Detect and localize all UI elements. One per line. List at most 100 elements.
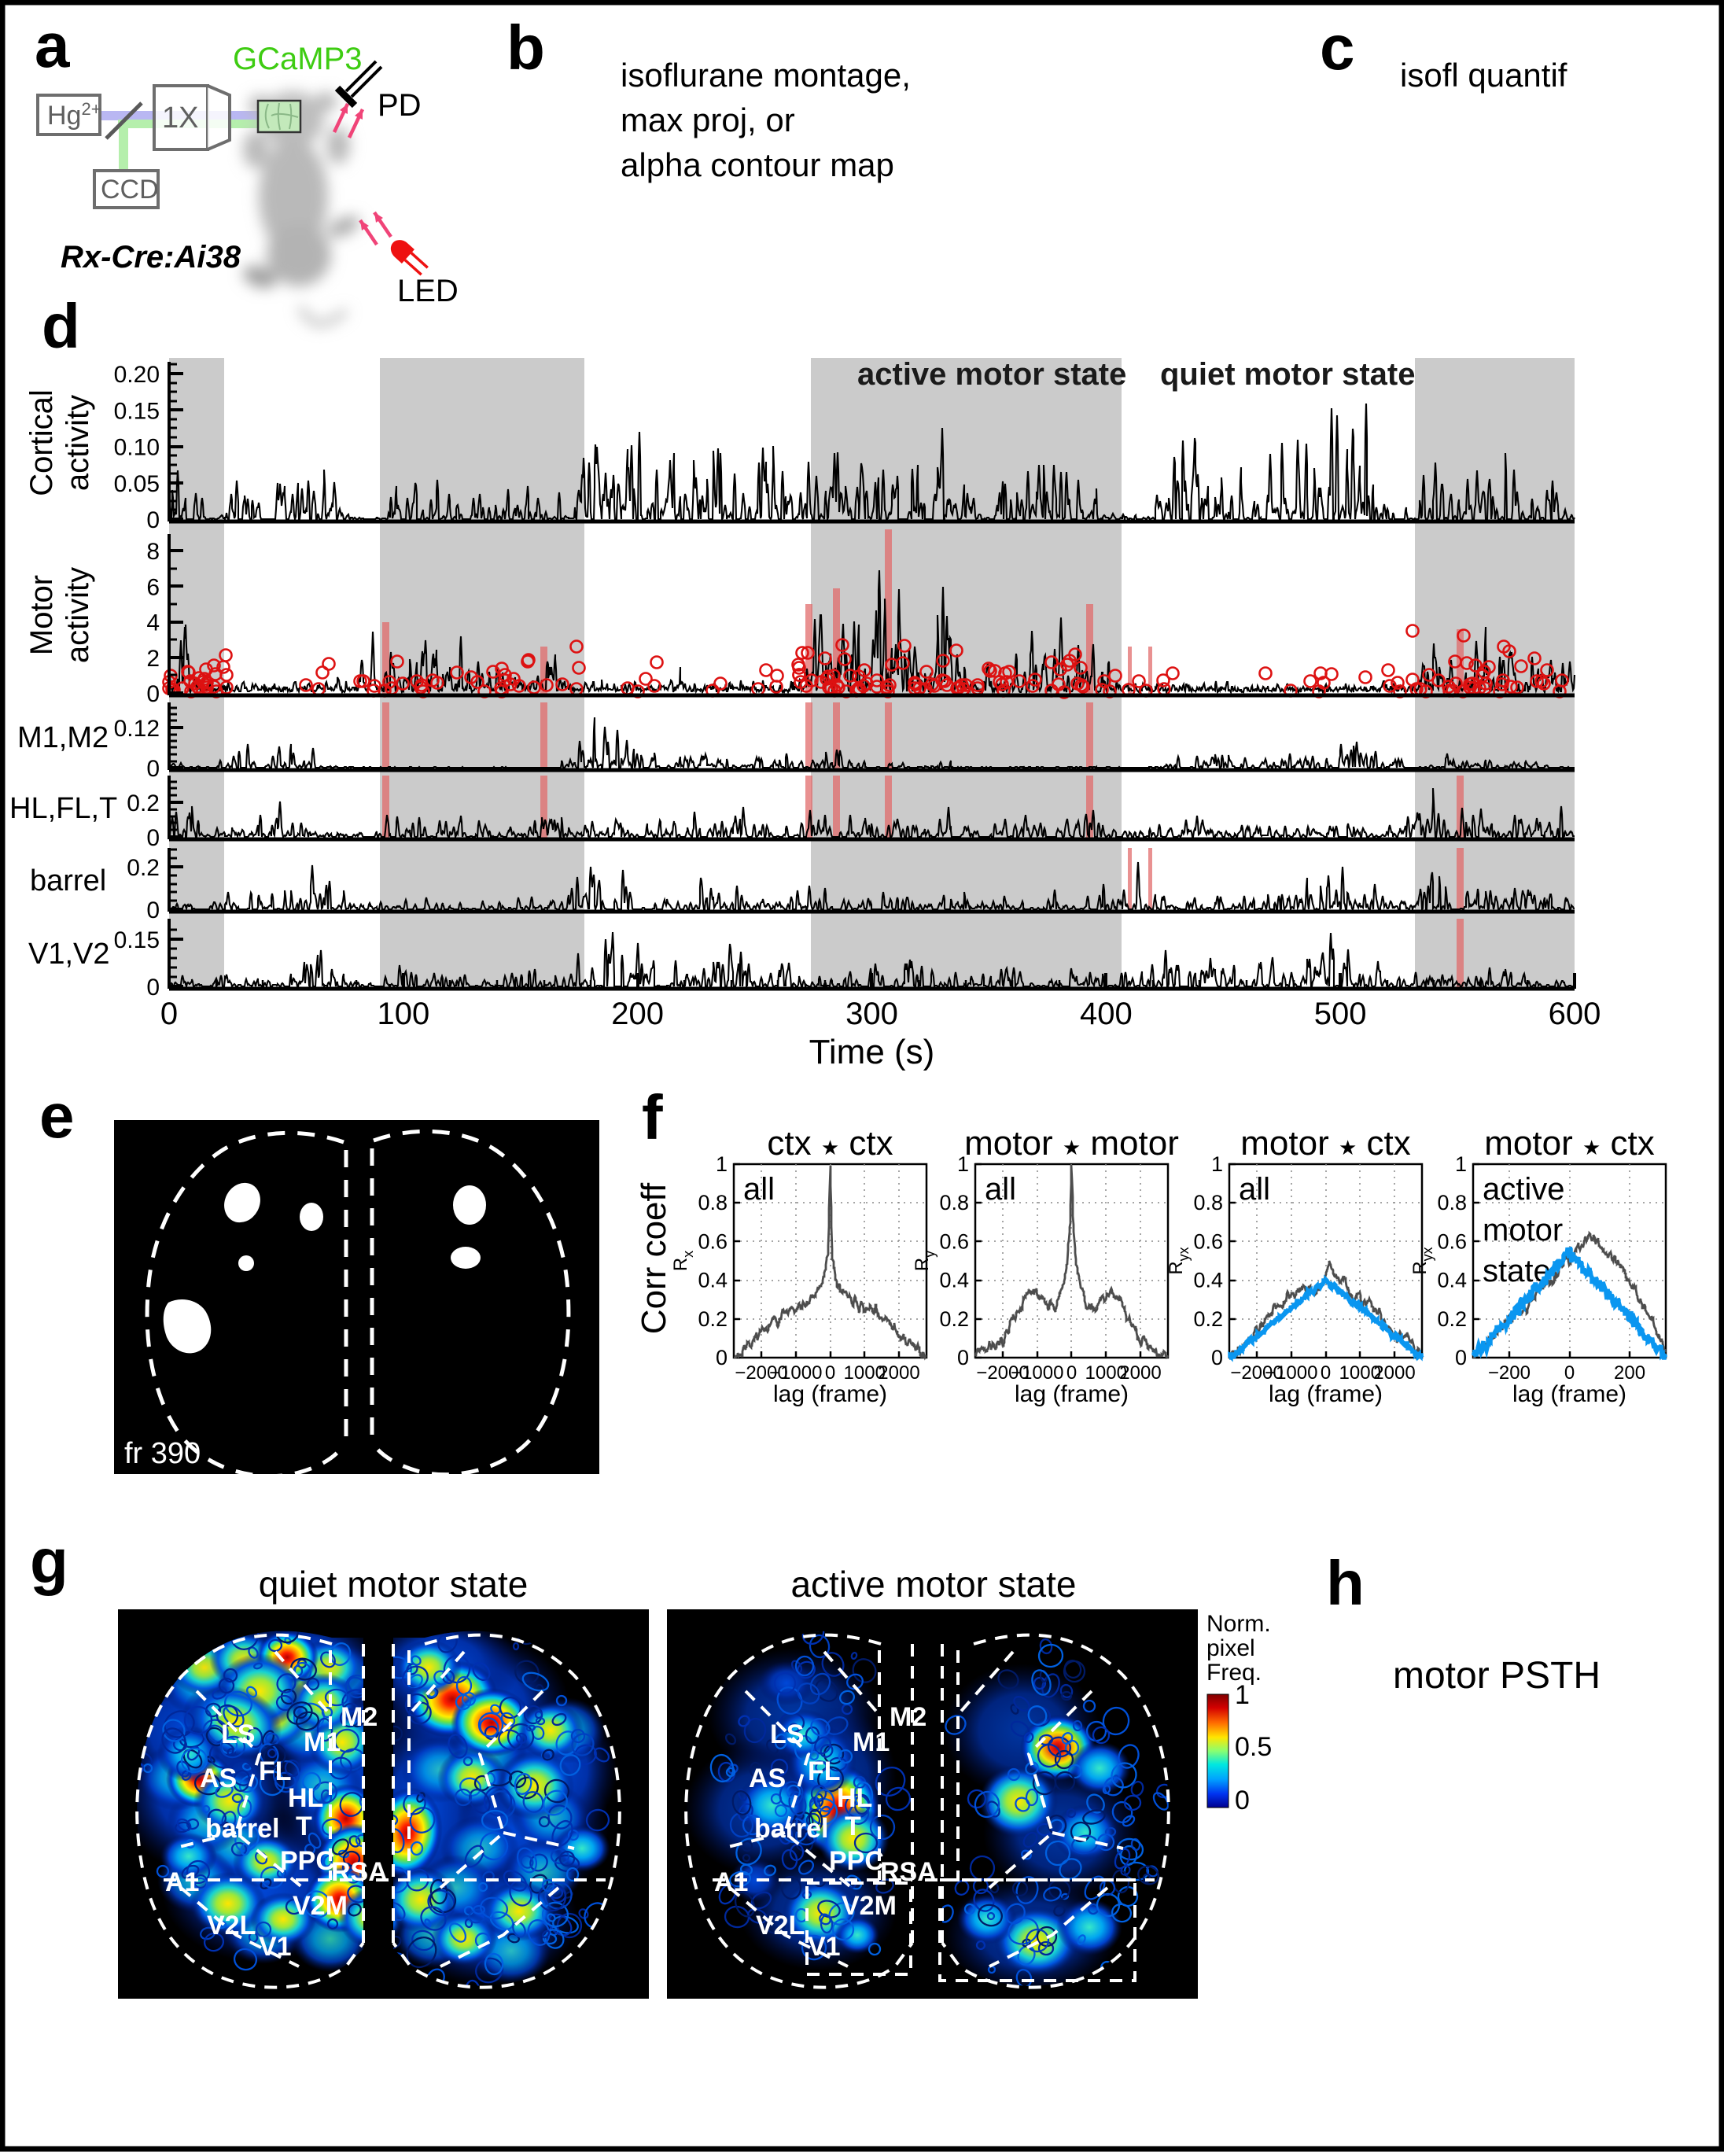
svg-text:AS: AS [749, 1763, 786, 1793]
svg-text:−1000: −1000 [1011, 1362, 1063, 1384]
svg-text:300: 300 [845, 997, 898, 1031]
svg-text:M1,M2: M1,M2 [17, 721, 109, 754]
svg-text:alpha contour map: alpha contour map [621, 146, 894, 183]
svg-text:PD: PD [378, 88, 422, 123]
svg-text:f: f [642, 1082, 663, 1152]
svg-text:barrel: barrel [754, 1814, 829, 1844]
svg-text:0.2: 0.2 [939, 1307, 969, 1331]
svg-text:LS: LS [770, 1719, 804, 1749]
svg-text:Freq.: Freq. [1206, 1660, 1262, 1686]
svg-text:0.8: 0.8 [1193, 1191, 1223, 1214]
svg-text:V2L: V2L [207, 1911, 256, 1940]
svg-text:activity: activity [61, 567, 95, 663]
svg-text:0: 0 [825, 1362, 835, 1384]
svg-text:0.6: 0.6 [939, 1229, 969, 1253]
svg-text:barrel: barrel [205, 1814, 280, 1844]
svg-text:0.5: 0.5 [1235, 1732, 1272, 1762]
svg-text:0.2: 0.2 [127, 855, 160, 881]
svg-text:1: 1 [1455, 1152, 1467, 1176]
svg-text:V1: V1 [259, 1932, 292, 1962]
svg-text:0.6: 0.6 [698, 1229, 728, 1253]
svg-text:V2L: V2L [756, 1911, 805, 1940]
svg-text:0: 0 [146, 897, 160, 923]
svg-text:FL: FL [808, 1756, 841, 1786]
svg-text:0.20: 0.20 [114, 362, 160, 388]
svg-text:d: d [42, 291, 80, 361]
svg-text:0.8: 0.8 [939, 1191, 969, 1214]
svg-text:0: 0 [1211, 1346, 1223, 1369]
svg-text:all: all [1239, 1172, 1270, 1207]
svg-text:HL: HL [288, 1783, 323, 1813]
svg-text:active motor state: active motor state [857, 357, 1126, 392]
svg-text:RSA: RSA [880, 1857, 937, 1887]
svg-text:b: b [507, 13, 545, 83]
svg-text:Time (s): Time (s) [809, 1033, 935, 1071]
svg-text:active motor state: active motor state [790, 1564, 1076, 1605]
svg-text:h: h [1326, 1548, 1365, 1618]
svg-text:0: 0 [957, 1346, 969, 1369]
svg-text:1X: 1X [162, 101, 198, 135]
svg-text:quiet motor state: quiet motor state [1160, 357, 1415, 392]
svg-text:isofl quantif: isofl quantif [1400, 57, 1567, 94]
svg-text:−2000: −2000 [735, 1362, 787, 1384]
svg-text:lag (frame): lag (frame) [773, 1381, 887, 1407]
svg-text:e: e [39, 1081, 75, 1151]
svg-text:Norm.: Norm. [1206, 1611, 1271, 1637]
svg-text:motor ★ ctx: motor ★ ctx [1484, 1124, 1654, 1163]
svg-text:0: 0 [716, 1346, 728, 1369]
svg-text:−2000: −2000 [976, 1362, 1029, 1384]
svg-text:−200: −200 [1488, 1362, 1531, 1384]
svg-text:Cortical: Cortical [24, 389, 59, 496]
svg-text:500: 500 [1314, 997, 1367, 1031]
svg-text:200: 200 [1614, 1362, 1645, 1384]
svg-text:lag (frame): lag (frame) [1269, 1381, 1383, 1407]
svg-text:0.4: 0.4 [698, 1269, 728, 1292]
svg-text:0.2: 0.2 [1437, 1307, 1467, 1331]
svg-text:−1000: −1000 [1265, 1362, 1317, 1384]
svg-text:quiet motor state: quiet motor state [259, 1564, 529, 1605]
svg-text:V2M: V2M [842, 1891, 897, 1921]
svg-text:0: 0 [1321, 1362, 1331, 1384]
svg-text:M2: M2 [890, 1702, 926, 1732]
svg-text:isoflurane montage,: isoflurane montage, [621, 57, 911, 94]
svg-text:a: a [35, 10, 70, 80]
svg-text:LED: LED [397, 274, 459, 308]
svg-text:0.8: 0.8 [1437, 1191, 1467, 1214]
svg-text:4: 4 [146, 610, 160, 636]
svg-text:lag (frame): lag (frame) [1015, 1381, 1129, 1407]
svg-text:A1: A1 [165, 1867, 199, 1897]
svg-text:−1000: −1000 [769, 1362, 822, 1384]
svg-text:fr 390: fr 390 [124, 1437, 201, 1470]
svg-text:activity: activity [61, 395, 95, 491]
svg-text:HL,FL,T: HL,FL,T [9, 792, 117, 825]
svg-text:0.8: 0.8 [698, 1191, 728, 1214]
svg-text:1000: 1000 [844, 1362, 886, 1384]
svg-text:0.2: 0.2 [1193, 1307, 1223, 1331]
svg-text:T: T [296, 1811, 312, 1841]
svg-text:0.12: 0.12 [114, 716, 160, 742]
svg-text:1000: 1000 [1339, 1362, 1381, 1384]
svg-text:active: active [1483, 1172, 1565, 1207]
svg-text:0.4: 0.4 [1437, 1269, 1467, 1292]
svg-text:0: 0 [1235, 1786, 1250, 1815]
svg-text:FL: FL [259, 1756, 292, 1786]
svg-text:motor ★ ctx: motor ★ ctx [1240, 1124, 1410, 1163]
svg-text:GCaMP3: GCaMP3 [233, 42, 363, 76]
svg-text:1: 1 [1235, 1680, 1250, 1710]
svg-text:−2000: −2000 [1230, 1362, 1283, 1384]
svg-text:0: 0 [1066, 1362, 1077, 1384]
svg-text:100: 100 [377, 997, 429, 1031]
svg-text:0: 0 [146, 507, 160, 533]
svg-text:CCD: CCD [101, 175, 159, 205]
svg-text:c: c [1320, 13, 1355, 83]
svg-text:AS: AS [200, 1763, 237, 1793]
svg-text:M1: M1 [304, 1727, 341, 1757]
svg-text:2: 2 [146, 646, 160, 672]
svg-text:0.15: 0.15 [114, 927, 160, 953]
svg-text:0.6: 0.6 [1193, 1229, 1223, 1253]
svg-text:0.6: 0.6 [1437, 1229, 1467, 1253]
svg-text:V2M: V2M [293, 1891, 348, 1921]
svg-text:0: 0 [1455, 1346, 1467, 1369]
svg-text:barrel: barrel [30, 864, 106, 897]
svg-text:M1: M1 [853, 1727, 890, 1757]
